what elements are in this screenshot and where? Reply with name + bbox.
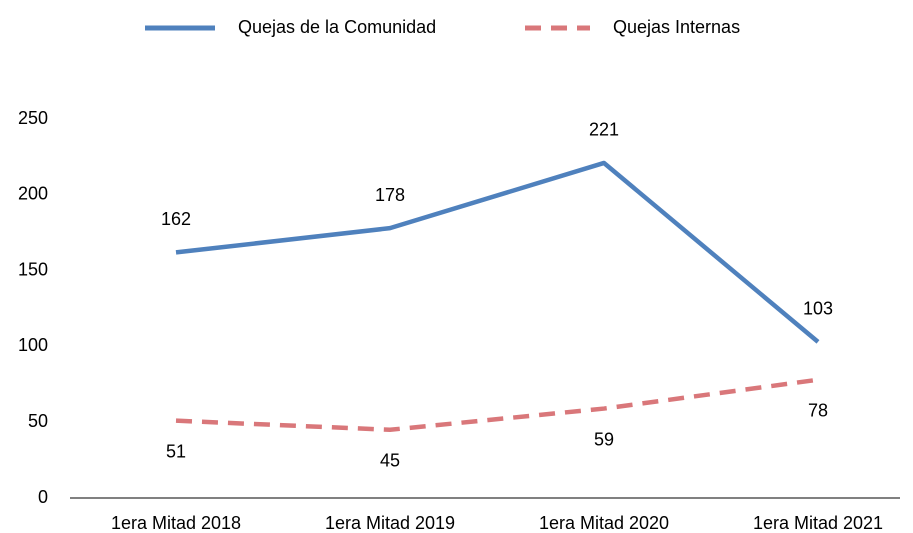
y-tick-label: 250 bbox=[18, 108, 48, 128]
x-tick-label: 1era Mitad 2020 bbox=[539, 513, 669, 533]
data-label: 78 bbox=[808, 401, 828, 421]
y-tick-label: 0 bbox=[38, 487, 48, 507]
data-label: 103 bbox=[803, 299, 833, 319]
data-label: 51 bbox=[166, 441, 186, 461]
data-label: 162 bbox=[161, 209, 191, 229]
legend-label: Quejas de la Comunidad bbox=[238, 17, 436, 37]
y-tick-label: 50 bbox=[28, 411, 48, 431]
y-tick-label: 150 bbox=[18, 259, 48, 279]
series-line bbox=[175, 377, 819, 433]
series-line bbox=[175, 160, 820, 344]
y-tick-label: 200 bbox=[18, 184, 48, 204]
data-label: 45 bbox=[380, 451, 400, 471]
x-tick-label: 1era Mitad 2021 bbox=[753, 513, 883, 533]
x-tick-label: 1era Mitad 2018 bbox=[111, 513, 241, 533]
legend-label: Quejas Internas bbox=[613, 17, 740, 37]
data-label: 221 bbox=[589, 120, 619, 140]
data-label: 178 bbox=[375, 185, 405, 205]
y-tick-label: 100 bbox=[18, 335, 48, 355]
x-tick-label: 1era Mitad 2019 bbox=[325, 513, 455, 533]
data-label: 59 bbox=[594, 429, 614, 449]
